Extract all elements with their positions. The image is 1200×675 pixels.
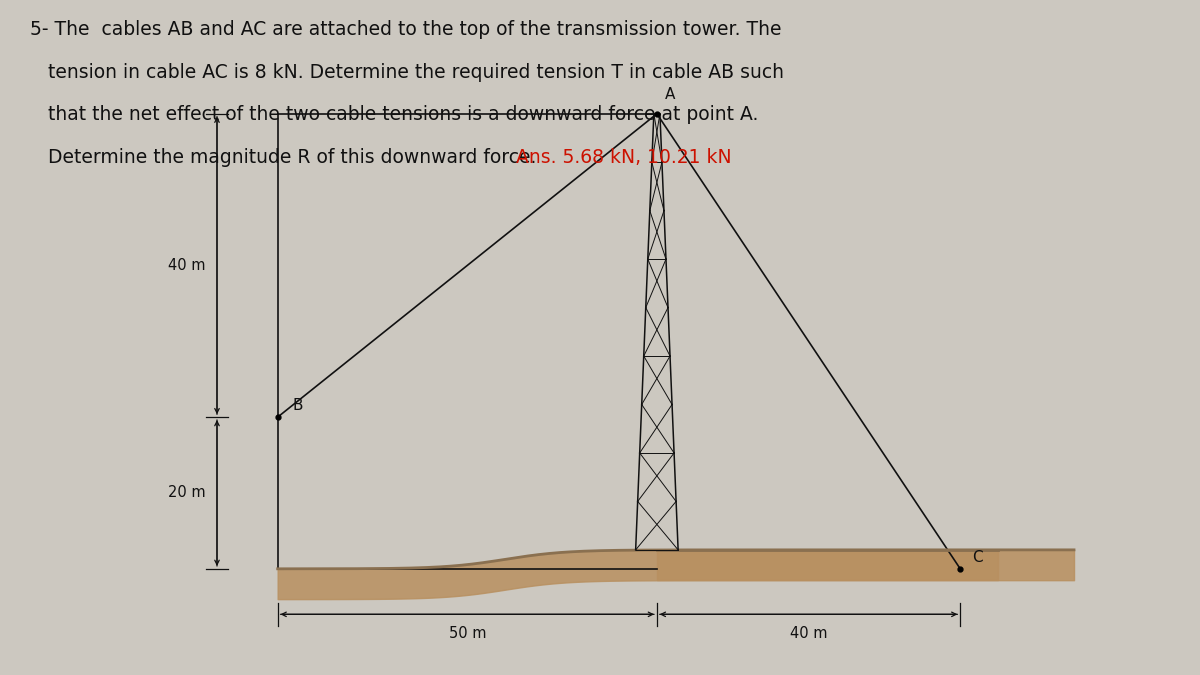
Text: C: C bbox=[972, 550, 983, 565]
Text: B: B bbox=[293, 398, 304, 413]
Text: 40 m: 40 m bbox=[168, 258, 205, 273]
Text: 5- The  cables AB and AC are attached to the top of the transmission tower. The: 5- The cables AB and AC are attached to … bbox=[30, 20, 781, 39]
Text: Determine the magnitude R of this downward force.: Determine the magnitude R of this downwa… bbox=[30, 148, 536, 167]
Text: tension in cable AC is 8 kN. Determine the required tension T in cable AB such: tension in cable AC is 8 kN. Determine t… bbox=[30, 63, 784, 82]
Text: that the net effect of the two cable tensions is a downward force at point A.: that the net effect of the two cable ten… bbox=[30, 105, 758, 124]
Text: 40 m: 40 m bbox=[790, 626, 827, 641]
Text: Ans. 5.68 kN, 10.21 kN: Ans. 5.68 kN, 10.21 kN bbox=[510, 148, 732, 167]
Text: A: A bbox=[665, 87, 674, 103]
Text: 20 m: 20 m bbox=[168, 485, 205, 500]
Text: 50 m: 50 m bbox=[449, 626, 486, 641]
